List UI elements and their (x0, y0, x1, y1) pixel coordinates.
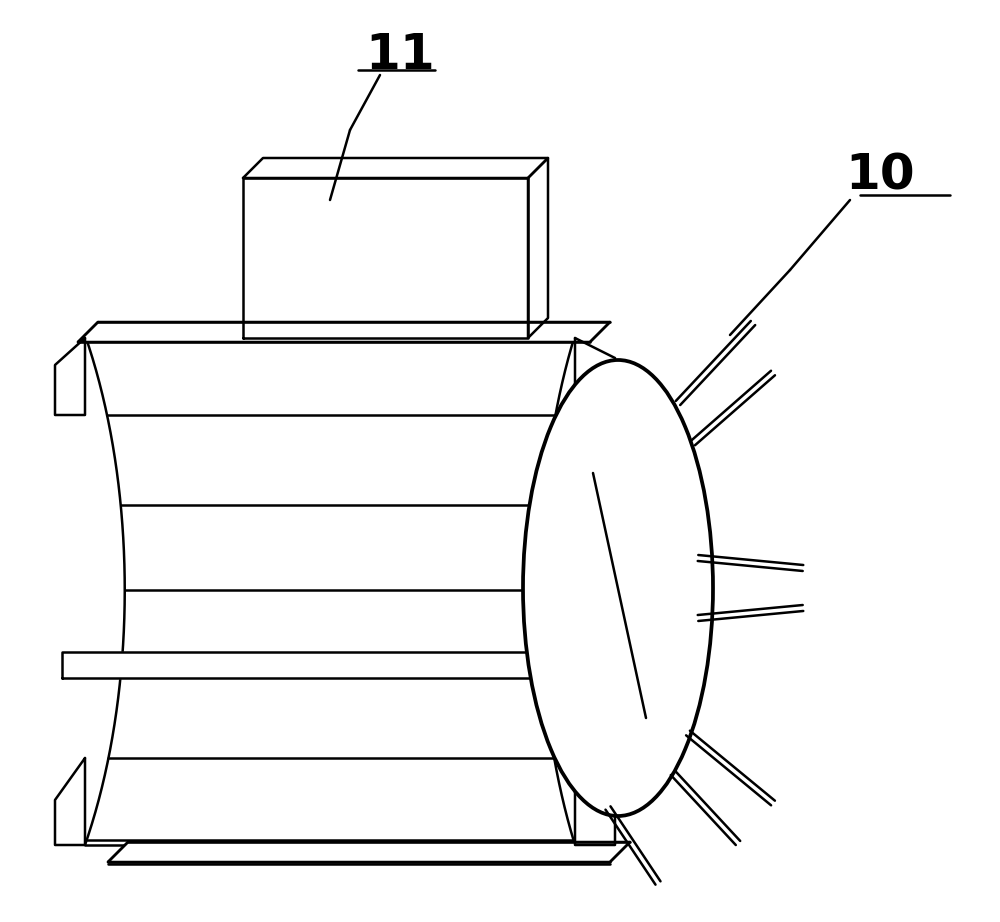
Polygon shape (85, 335, 575, 845)
Polygon shape (575, 758, 615, 845)
Polygon shape (575, 338, 615, 415)
Polygon shape (243, 158, 548, 178)
Polygon shape (108, 842, 630, 862)
Polygon shape (55, 758, 85, 845)
Polygon shape (243, 178, 528, 338)
Text: 11: 11 (365, 31, 435, 79)
Polygon shape (62, 652, 622, 678)
Polygon shape (622, 639, 638, 678)
Text: 10: 10 (845, 151, 915, 199)
Polygon shape (78, 322, 610, 342)
Polygon shape (528, 158, 548, 338)
Polygon shape (55, 338, 85, 415)
Ellipse shape (523, 360, 713, 816)
